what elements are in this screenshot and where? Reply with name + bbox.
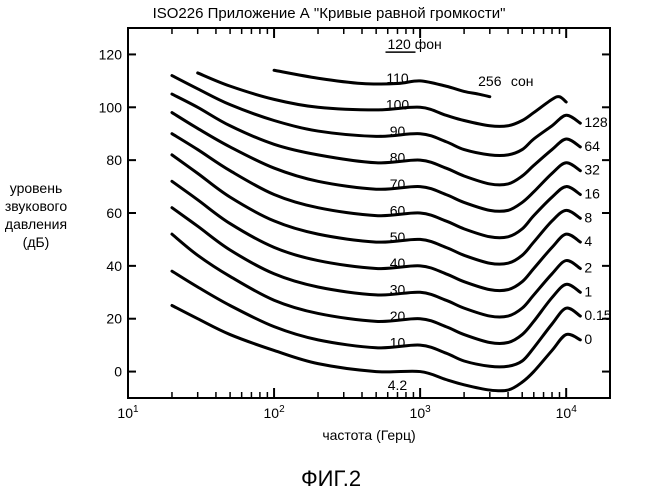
phon-curve-label: 10 bbox=[390, 335, 406, 351]
sone-label: 8 bbox=[584, 209, 592, 225]
x-tick-label: 103 bbox=[410, 404, 432, 421]
figure-caption: ФИГ.2 bbox=[301, 466, 361, 491]
phon-curve-label: 60 bbox=[390, 202, 406, 218]
sone-label: 0 bbox=[584, 331, 592, 347]
chart-container: { "title": "ISO226 Приложение А \"Кривые… bbox=[0, 0, 662, 500]
y-axis-label-line: звукового bbox=[5, 198, 67, 214]
y-tick-label: 20 bbox=[106, 311, 122, 327]
sone-header: сон bbox=[511, 73, 534, 89]
phon-header: 120 фон bbox=[387, 36, 441, 52]
sone-label: 2 bbox=[584, 260, 592, 276]
sone-label: 4 bbox=[584, 233, 592, 249]
y-tick-label: 80 bbox=[106, 152, 122, 168]
phon-curve-label: 110 bbox=[386, 70, 409, 86]
sone-label: 1 bbox=[584, 283, 592, 299]
chart-svg: ISO226 Приложение А "Кривые равной громк… bbox=[0, 0, 662, 500]
sone-label: 0.15 bbox=[584, 307, 611, 323]
y-tick-label: 120 bbox=[99, 46, 123, 62]
y-axis-label-line: давления bbox=[5, 216, 67, 232]
phon-curve-label: 90 bbox=[390, 123, 406, 139]
y-tick-label: 0 bbox=[114, 364, 122, 380]
phon-curve-label: 30 bbox=[390, 282, 406, 298]
phon-curve-label: 80 bbox=[390, 150, 406, 166]
phon-curve-label: 20 bbox=[390, 308, 406, 324]
y-axis-label-line: уровень bbox=[10, 180, 63, 196]
sone-label: 32 bbox=[584, 162, 600, 178]
phon-curve-label: 50 bbox=[390, 229, 406, 245]
y-tick-label: 100 bbox=[99, 99, 123, 115]
y-axis-label-line: (дБ) bbox=[23, 234, 50, 250]
phon-curve-label: 100 bbox=[386, 97, 410, 113]
sone-label: 128 bbox=[584, 114, 608, 130]
y-tick-label: 60 bbox=[106, 205, 122, 221]
sone-label-256: 256 bbox=[478, 73, 502, 89]
phon-curve-label: 70 bbox=[390, 176, 406, 192]
x-tick-label: 104 bbox=[556, 404, 578, 421]
sone-label: 64 bbox=[584, 138, 600, 154]
sone-label: 16 bbox=[584, 186, 600, 202]
y-tick-label: 40 bbox=[106, 258, 122, 274]
threshold-label: 4.2 bbox=[388, 377, 408, 393]
chart-title: ISO226 Приложение А "Кривые равной громк… bbox=[153, 5, 506, 22]
x-tick-label: 102 bbox=[263, 404, 285, 421]
x-tick-label: 101 bbox=[117, 404, 139, 421]
phon-curve-label: 40 bbox=[390, 255, 406, 271]
x-axis-label: частота (Герц) bbox=[322, 427, 415, 443]
